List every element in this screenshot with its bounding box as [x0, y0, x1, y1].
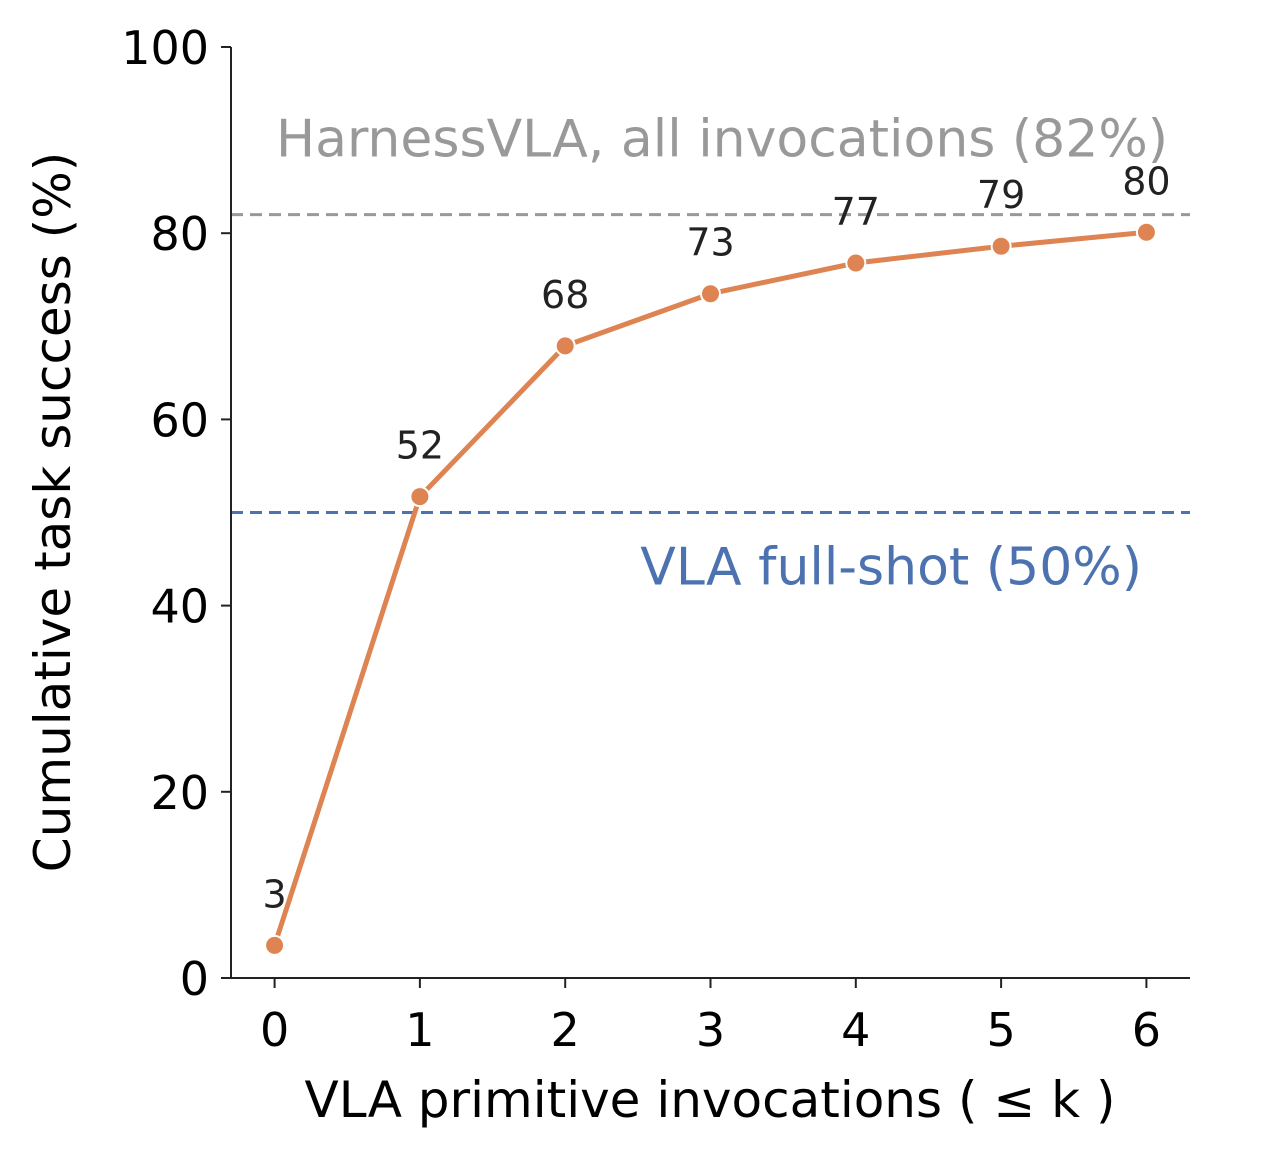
- series-layer: [264, 221, 1157, 956]
- y-tick-label-4: 80: [150, 207, 209, 261]
- y-tick-label-5: 100: [121, 21, 209, 75]
- x-tick-label-2: 2: [551, 1003, 580, 1057]
- data-point-4: [845, 252, 867, 274]
- data-label-2: 68: [541, 273, 589, 317]
- y-tick-label-0: 0: [180, 952, 209, 1006]
- data-point-0: [264, 934, 286, 956]
- reference-lines: HarnessVLA, all invocations (82%) VLA ful…: [231, 110, 1190, 598]
- data-label-5: 79: [977, 173, 1025, 217]
- y-axis-title: Cumulative task success (%): [24, 152, 82, 872]
- y-tick-label-3: 60: [150, 393, 209, 447]
- x-tick-label-1: 1: [405, 1003, 434, 1057]
- data-point-3: [700, 283, 721, 305]
- data-point-5: [990, 235, 1012, 257]
- data-label-1: 52: [396, 424, 444, 468]
- data-label-0: 3: [262, 872, 286, 916]
- reference-line-label-0: HarnessVLA, all invocations (82%): [276, 110, 1168, 170]
- y-tick-label-1: 20: [150, 766, 209, 820]
- data-point-2: [554, 335, 576, 357]
- y-tick-label-2: 40: [150, 580, 209, 634]
- y-ticks: 0 20 40 60 80 100: [121, 21, 231, 1006]
- x-tick-label-5: 5: [986, 1003, 1015, 1057]
- data-label-6: 80: [1122, 159, 1170, 203]
- x-tick-label-4: 4: [841, 1003, 870, 1057]
- x-axis-title: VLA primitive invocations ( ≤ k ): [305, 1071, 1116, 1129]
- x-tick-label-3: 3: [696, 1003, 725, 1057]
- reference-line-label-1: VLA full-shot (50%): [640, 538, 1142, 598]
- x-ticks: 0 1 2 3 4 5 6: [260, 978, 1161, 1057]
- data-label-4: 77: [832, 190, 880, 234]
- data-point-1: [409, 486, 431, 508]
- data-label-3: 73: [686, 221, 734, 265]
- x-tick-label-6: 6: [1132, 1003, 1161, 1057]
- x-tick-label-0: 0: [260, 1003, 289, 1057]
- data-labels: 3 52 68 73 77 79 80: [262, 159, 1170, 916]
- data-point-6: [1135, 221, 1157, 243]
